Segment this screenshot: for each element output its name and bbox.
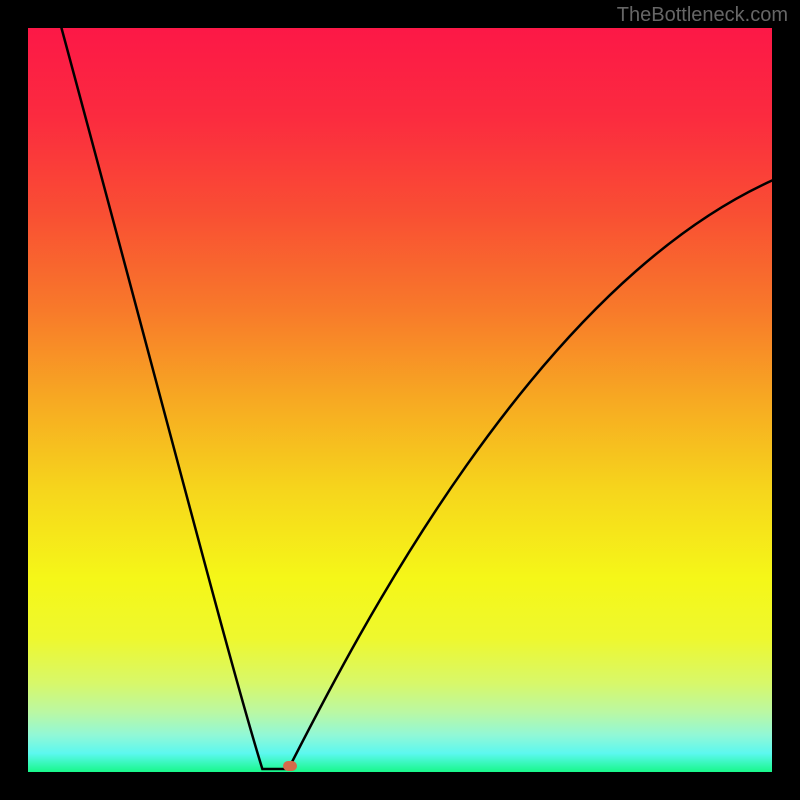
bottleneck-curve [28,28,772,772]
watermark-text: TheBottleneck.com [617,4,788,27]
minimum-marker [283,761,297,771]
plot-area [28,28,772,772]
